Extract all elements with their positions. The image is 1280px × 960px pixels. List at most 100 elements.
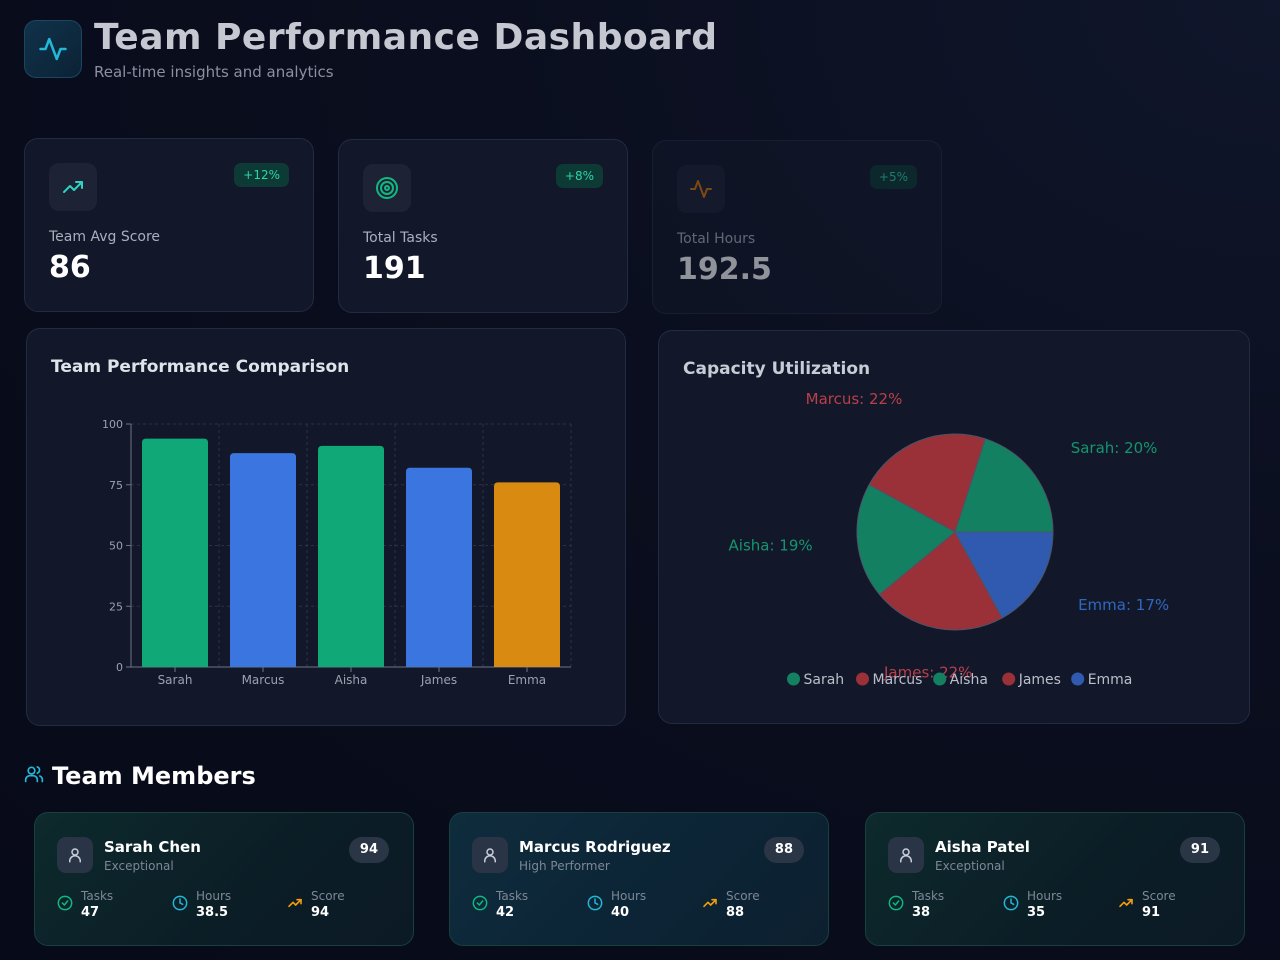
trending-up-icon: [1118, 895, 1134, 915]
check-circle-icon: [472, 895, 488, 915]
metric-value: 40: [611, 905, 630, 920]
page-subtitle: Real-time insights and analytics: [94, 63, 334, 81]
x-tick-label: Emma: [508, 673, 546, 687]
trending-up-icon: [49, 163, 97, 211]
metric-value: 47: [81, 905, 100, 920]
user-avatar-icon: [472, 837, 508, 873]
metric-label: Hours: [1027, 889, 1063, 903]
metric-label: Score: [1142, 889, 1176, 903]
x-tick-label: James: [420, 673, 457, 687]
legend-swatch: [1071, 672, 1085, 686]
y-tick-label: 0: [116, 661, 123, 674]
legend-label: Sarah: [804, 672, 845, 688]
bar[interactable]: [406, 467, 472, 667]
check-circle-icon: [57, 895, 73, 915]
metric-label: Hours: [611, 889, 647, 903]
change-badge: +12%: [234, 163, 289, 187]
member-card[interactable]: Sarah Chen Exceptional 94 Tasks 47 Hours…: [34, 812, 414, 946]
member-name: Aisha Patel: [935, 838, 1030, 856]
chart-title: Team Performance Comparison: [51, 357, 350, 377]
stat-label: Team Avg Score: [49, 229, 161, 245]
pie-slice[interactable]: [954, 531, 1054, 619]
members-section-header: Team Members: [24, 762, 256, 790]
legend-swatch: [1002, 672, 1016, 686]
clock-icon: [172, 895, 188, 915]
legend-swatch: [787, 672, 800, 686]
bar-chart: 0 25 50 75 100 Sarah Marcus Aisha James Emma: [102, 418, 572, 687]
stat-value: 86: [49, 250, 91, 285]
slice-label: James: 22%: [883, 663, 972, 681]
legend-swatch: [933, 672, 947, 686]
member-role: Exceptional: [104, 859, 174, 873]
x-tick-label: Sarah: [158, 673, 193, 687]
target-icon: [363, 164, 411, 212]
activity-icon: [677, 165, 725, 213]
score-metric: Score 88: [702, 889, 760, 921]
metric-label: Hours: [196, 889, 232, 903]
metric-value: 38: [912, 905, 931, 920]
metric-value: 88: [726, 905, 745, 920]
legend-label: Aisha: [950, 672, 988, 688]
pie-slice[interactable]: [868, 433, 986, 533]
metric-label: Score: [311, 889, 345, 903]
slice-label: Marcus: 22%: [806, 390, 903, 408]
hours-metric: Hours 38.5: [172, 889, 231, 921]
pie-slice[interactable]: [954, 438, 1054, 533]
legend-swatch: [856, 672, 869, 686]
bar[interactable]: [318, 445, 384, 667]
stat-label: Total Hours: [677, 231, 756, 247]
performance-chart-panel: Team Performance Comparison 0 25 50 75 100 Sa…: [26, 328, 626, 726]
hours-metric: Hours 40: [587, 889, 646, 921]
change-badge: +5%: [869, 165, 917, 189]
change-badge: +8%: [555, 164, 603, 188]
bar[interactable]: [494, 482, 560, 667]
stat-card-total-hours: +5% Total Hours 192.5: [652, 140, 942, 314]
stat-value: 192.5: [677, 252, 772, 287]
member-card[interactable]: Aisha Patel Exceptional 91 Tasks 38 Hour…: [865, 812, 1245, 946]
member-role: Exceptional: [935, 859, 1005, 873]
metric-value: 35: [1027, 905, 1046, 920]
stat-card-total-tasks: +8% Total Tasks 191: [338, 139, 628, 313]
pie-chart: Sarah: 20% Marcus: 22% Aisha: 19% James: 22…: [729, 390, 1170, 688]
tasks-metric: Tasks 47: [57, 889, 113, 921]
hours-metric: Hours 35: [1003, 889, 1062, 921]
clock-icon: [1003, 895, 1019, 915]
metric-label: Tasks: [496, 889, 529, 903]
capacity-chart-panel: Capacity Utilization Sarah: 20% Marcus: 2…: [658, 330, 1250, 724]
y-tick-label: 50: [109, 540, 123, 553]
metric-label: Score: [726, 889, 760, 903]
chart-title: Capacity Utilization: [683, 359, 871, 379]
metric-value: 38.5: [196, 905, 229, 920]
tasks-metric: Tasks 42: [472, 889, 528, 921]
stat-value: 191: [363, 251, 426, 286]
slice-label: Aisha: 19%: [729, 536, 813, 554]
member-name: Marcus Rodriguez: [519, 838, 671, 856]
trending-up-icon: [702, 895, 718, 915]
activity-logo-icon: [24, 20, 82, 78]
legend-label: James: [1018, 672, 1061, 688]
pie-slice[interactable]: [878, 531, 1003, 631]
score-badge: 91: [1179, 837, 1220, 863]
score-metric: Score 91: [1118, 889, 1176, 921]
stat-card-avg-score: +12% Team Avg Score 86: [24, 138, 314, 312]
y-tick-label: 100: [102, 418, 123, 431]
users-icon: [24, 764, 44, 788]
trending-up-icon: [287, 895, 303, 915]
user-avatar-icon: [57, 837, 93, 873]
x-tick-label: Aisha: [335, 673, 368, 687]
bar[interactable]: [142, 438, 208, 667]
clock-icon: [587, 895, 603, 915]
slice-label: Emma: 17%: [1078, 596, 1169, 614]
pie-slice[interactable]: [856, 484, 956, 596]
user-avatar-icon: [888, 837, 924, 873]
legend-label: Marcus: [873, 672, 923, 688]
metric-label: Tasks: [81, 889, 114, 903]
bar[interactable]: [230, 453, 296, 667]
member-card[interactable]: Marcus Rodriguez High Performer 88 Tasks…: [449, 812, 829, 946]
score-badge: 94: [348, 837, 389, 863]
member-name: Sarah Chen: [104, 838, 201, 856]
x-tick-label: Marcus: [242, 673, 285, 687]
members-title: Team Members: [52, 762, 256, 790]
slice-label: Sarah: 20%: [1071, 439, 1158, 457]
member-role: High Performer: [519, 859, 610, 873]
